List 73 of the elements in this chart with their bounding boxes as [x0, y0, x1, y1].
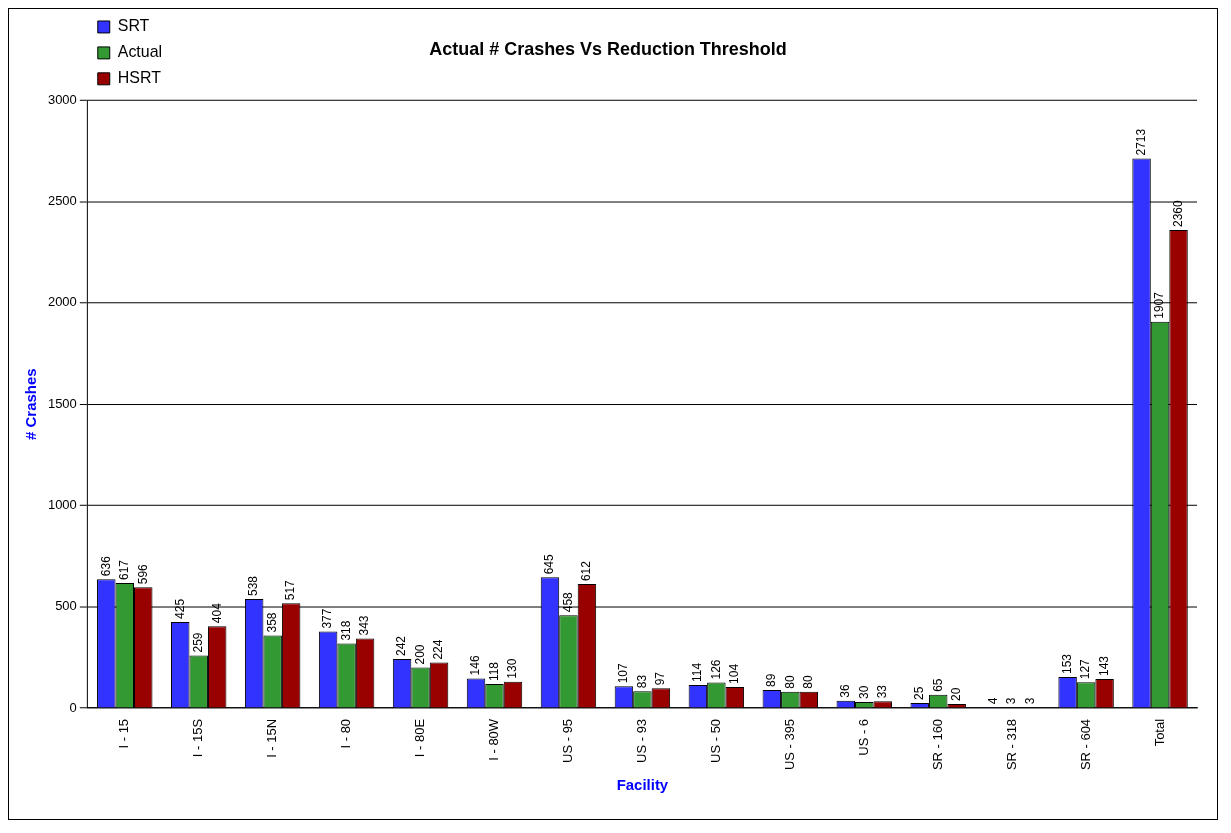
data-label: 242: [394, 635, 409, 656]
data-label: 612: [579, 560, 594, 582]
data-label: 200: [412, 644, 427, 665]
y-tick-label: 3000: [47, 91, 77, 107]
x-tick-label: US - 395: [781, 718, 797, 771]
data-label: 377: [320, 608, 335, 629]
data-label: 80: [801, 675, 816, 689]
x-tick-label: I - 15: [116, 718, 132, 749]
x-tick-label: US - 95: [560, 718, 576, 763]
data-label: 97: [653, 671, 668, 686]
data-label: 517: [283, 579, 298, 601]
data-label: 30: [856, 685, 871, 699]
data-label: 1907: [1152, 291, 1167, 319]
x-tick-label: I - 80W: [486, 718, 502, 761]
data-label: 127: [1078, 658, 1093, 680]
y-tick-label: 2000: [47, 294, 77, 310]
data-label: 126: [708, 659, 723, 680]
data-label: 596: [135, 563, 150, 585]
legend-label: SRT: [117, 17, 150, 35]
data-label: 2713: [1133, 128, 1148, 156]
x-tick-label: I - 80E: [412, 718, 428, 758]
data-label: 104: [727, 663, 742, 684]
data-label: 425: [172, 598, 187, 619]
data-label: 224: [431, 639, 446, 660]
data-label: 4: [985, 697, 1000, 705]
data-label: 143: [1096, 655, 1111, 677]
data-label: 25: [912, 686, 927, 700]
data-label: 458: [560, 591, 575, 613]
legend-label: Actual: [117, 43, 163, 61]
x-tick-label: US - 93: [633, 718, 649, 763]
data-label: 114: [690, 662, 705, 682]
data-label: 3: [1022, 697, 1037, 705]
data-label: 259: [191, 632, 206, 653]
data-label: 343: [357, 615, 372, 636]
x-tick-label: I - 15N: [264, 718, 280, 758]
data-label: 645: [542, 554, 557, 575]
data-label: 617: [117, 559, 132, 581]
x-tick-label: SR - 318: [1003, 718, 1019, 771]
data-label: 358: [264, 612, 279, 633]
y-axis-title: # Crashes: [22, 368, 40, 440]
data-label: 20: [949, 687, 964, 701]
x-axis-title: Facility: [616, 776, 669, 794]
y-tick-label: 1500: [47, 395, 77, 411]
data-label: 3: [1004, 697, 1019, 705]
data-label: 65: [930, 678, 945, 692]
data-label: 107: [616, 663, 631, 684]
data-label: 80: [782, 675, 797, 689]
data-label: 36: [838, 684, 853, 698]
y-tick-label: 500: [55, 598, 77, 614]
y-tick-label: 1000: [47, 497, 77, 513]
x-tick-label: SR - 160: [929, 718, 945, 771]
data-label: 146: [468, 655, 483, 676]
data-label: 130: [505, 658, 520, 679]
data-label: 2360: [1170, 200, 1185, 227]
data-label: 636: [98, 555, 113, 577]
data-label: 404: [209, 602, 224, 624]
x-tick-label: Total: [1151, 718, 1167, 747]
y-tick-label: 0: [69, 699, 77, 715]
data-label: 33: [875, 684, 890, 699]
y-tick-label: 2500: [47, 193, 77, 209]
data-label: 83: [634, 674, 649, 689]
x-tick-label: SR - 604: [1077, 718, 1093, 771]
x-tick-label: US - 6: [855, 718, 871, 756]
x-tick-label: I - 15S: [190, 718, 206, 758]
data-label: 538: [246, 575, 261, 597]
x-tick-label: I - 80: [338, 718, 354, 749]
data-label: 318: [338, 620, 353, 641]
data-label: 89: [764, 673, 779, 687]
chart-title: Actual # Crashes Vs Reduction Threshold: [429, 38, 787, 59]
data-label: 153: [1059, 653, 1074, 674]
data-label: 118: [486, 661, 501, 682]
legend-label: HSRT: [117, 69, 162, 87]
x-tick-label: US - 50: [707, 718, 723, 763]
